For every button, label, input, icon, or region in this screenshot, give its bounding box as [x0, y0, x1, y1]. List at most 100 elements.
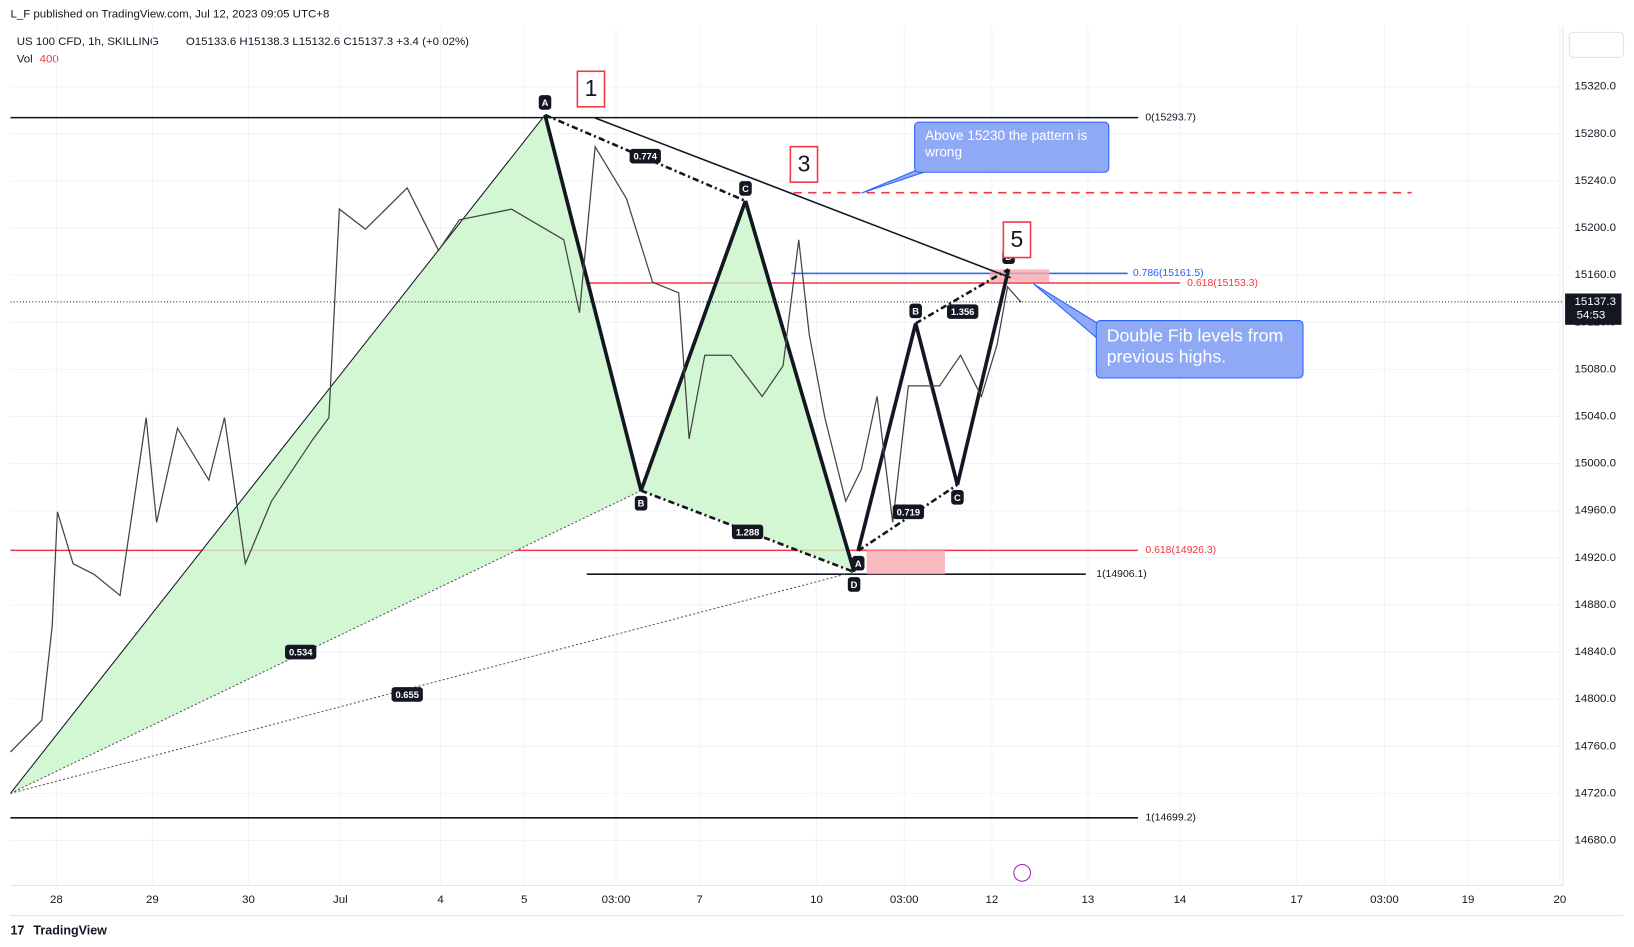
- pattern-leg: [856, 322, 918, 552]
- fib-label: 1(14699.2): [1145, 813, 1196, 824]
- pattern-diagonal: [915, 268, 1010, 325]
- logo: 17: [10, 924, 24, 938]
- fib-label: 1(14906.1): [1096, 569, 1147, 580]
- pattern-leg: [543, 114, 643, 492]
- vol-label: Vol: [17, 54, 33, 66]
- vol-value: 400: [40, 54, 59, 66]
- ratio-label: 1.288: [736, 526, 759, 537]
- x-tick-label: 7: [696, 894, 702, 906]
- x-tick-label: 14: [1173, 894, 1186, 906]
- x-tick-label: 12: [986, 894, 999, 906]
- y-tick-label: 14960.0: [1574, 505, 1615, 517]
- point-marker: [909, 303, 922, 319]
- pattern-fill: [10, 114, 642, 794]
- alert-icon[interactable]: [1013, 863, 1032, 882]
- point-label: D: [851, 579, 858, 590]
- x-tick-label: 5: [521, 894, 527, 906]
- pattern-leg: [639, 200, 748, 492]
- wave-box: [1002, 221, 1032, 259]
- x-tick-label: 20: [1553, 894, 1566, 906]
- x-tick-label: Jul: [333, 894, 348, 906]
- callout-text-wrap: Above 15230 the pattern is wrong: [925, 127, 1088, 160]
- x-tick-label: 29: [146, 894, 159, 906]
- symbol: US 100 CFD, 1h, SKILLING: [17, 36, 159, 48]
- callout-1: Above 15230 the pattern is wrong: [861, 121, 1110, 194]
- pattern-leg: [10, 114, 546, 794]
- point-label: C: [954, 492, 961, 503]
- countdown: 54:53: [1577, 309, 1606, 321]
- y-tick-label: 14680.0: [1574, 834, 1615, 846]
- point-marker: [538, 95, 552, 110]
- publisher: L_F published on TradingView.com, Jul 12…: [10, 9, 329, 21]
- y-tick-label: 15200.0: [1574, 222, 1615, 234]
- x-tick-label: 03:00: [890, 894, 919, 906]
- pattern-leg: [913, 322, 960, 486]
- last-price: 15137.3: [1574, 296, 1615, 308]
- ratio-label: 0.534: [289, 647, 313, 658]
- callout-text-wrap: Double Fib levels from previous highs.: [1106, 325, 1284, 367]
- y-tick-label: 15240.0: [1574, 175, 1615, 187]
- y-tick-label: 15000.0: [1574, 458, 1615, 470]
- point-label: B: [638, 498, 645, 509]
- x-tick-label: 10: [810, 894, 823, 906]
- x-tick-label: 13: [1082, 894, 1095, 906]
- wave-label: 5: [1011, 226, 1024, 252]
- fib-label: 0.618(15153.3): [1187, 278, 1258, 289]
- point-marker: [951, 489, 964, 505]
- ratio-box: [946, 304, 979, 319]
- callout-text: Above 15230 the pattern is wrong: [925, 127, 1088, 160]
- callout-box: [914, 121, 1110, 173]
- pattern-leg: [955, 268, 1011, 486]
- x-tick-label: 17: [1290, 894, 1303, 906]
- x-tick-label: 03:00: [1370, 894, 1399, 906]
- plot: 14680.0 14720.0 14760.0 14800.0 14840.0 14880…: [9, 26, 1622, 906]
- y-tick-label: 15280.0: [1574, 128, 1615, 140]
- trendline: [594, 117, 1011, 279]
- point-marker: [634, 495, 648, 511]
- fib-label: 0.618(14926.3): [1145, 545, 1216, 556]
- y-tick-label: 15320.0: [1574, 81, 1615, 93]
- y-tick-label: 15040.0: [1574, 410, 1615, 422]
- y-tick-label: 14880.0: [1574, 599, 1615, 611]
- wave-label: 3: [798, 151, 811, 177]
- wave-box: [576, 70, 606, 108]
- y-tick-label: 15160.0: [1574, 269, 1615, 281]
- pattern-leg: [743, 200, 856, 573]
- x-tick-label: 19: [1462, 894, 1475, 906]
- footer: TradingView: [33, 924, 107, 938]
- pattern-diagonal: [10, 571, 855, 794]
- ratio-box: [285, 644, 317, 660]
- pattern-fill: [641, 200, 855, 572]
- ratio-label: 0.774: [634, 151, 658, 162]
- ratio-box: [391, 687, 423, 702]
- callout-text: Double Fib levels from previous highs.: [1106, 325, 1284, 367]
- y-tick-label: 14760.0: [1574, 740, 1615, 752]
- zone: [866, 550, 945, 575]
- x-tick-label: 03:00: [602, 894, 631, 906]
- point-label: B: [912, 305, 919, 316]
- x-tick-label: 28: [50, 894, 63, 906]
- callout-2: Double Fib levels from previous highs.: [1033, 283, 1304, 379]
- x-tick-label: 30: [242, 894, 255, 906]
- ratio-label: 1.356: [951, 306, 974, 317]
- ratio-box: [629, 148, 661, 164]
- point-marker: [739, 181, 752, 196]
- point-label: A: [855, 558, 862, 569]
- wave-label: 1: [585, 75, 598, 101]
- ratio-box: [731, 524, 764, 540]
- price-line: [9, 144, 1022, 753]
- button[interactable]: [1568, 31, 1625, 58]
- point-marker: [851, 555, 865, 571]
- last-price-box: [1565, 293, 1622, 325]
- ratio-label: 0.719: [897, 506, 920, 517]
- zone: [989, 269, 1050, 282]
- fib-label: 0.786(15161.5): [1133, 268, 1204, 279]
- y-tick-label: 14800.0: [1574, 693, 1615, 705]
- callout-box: [1095, 320, 1304, 379]
- ratio-label: 0.655: [395, 689, 418, 700]
- y-tick-label: 14720.0: [1574, 787, 1615, 799]
- fib-label: 0(15293.7): [1145, 112, 1196, 123]
- point-label: C: [742, 183, 749, 194]
- ratio-box: [892, 504, 925, 520]
